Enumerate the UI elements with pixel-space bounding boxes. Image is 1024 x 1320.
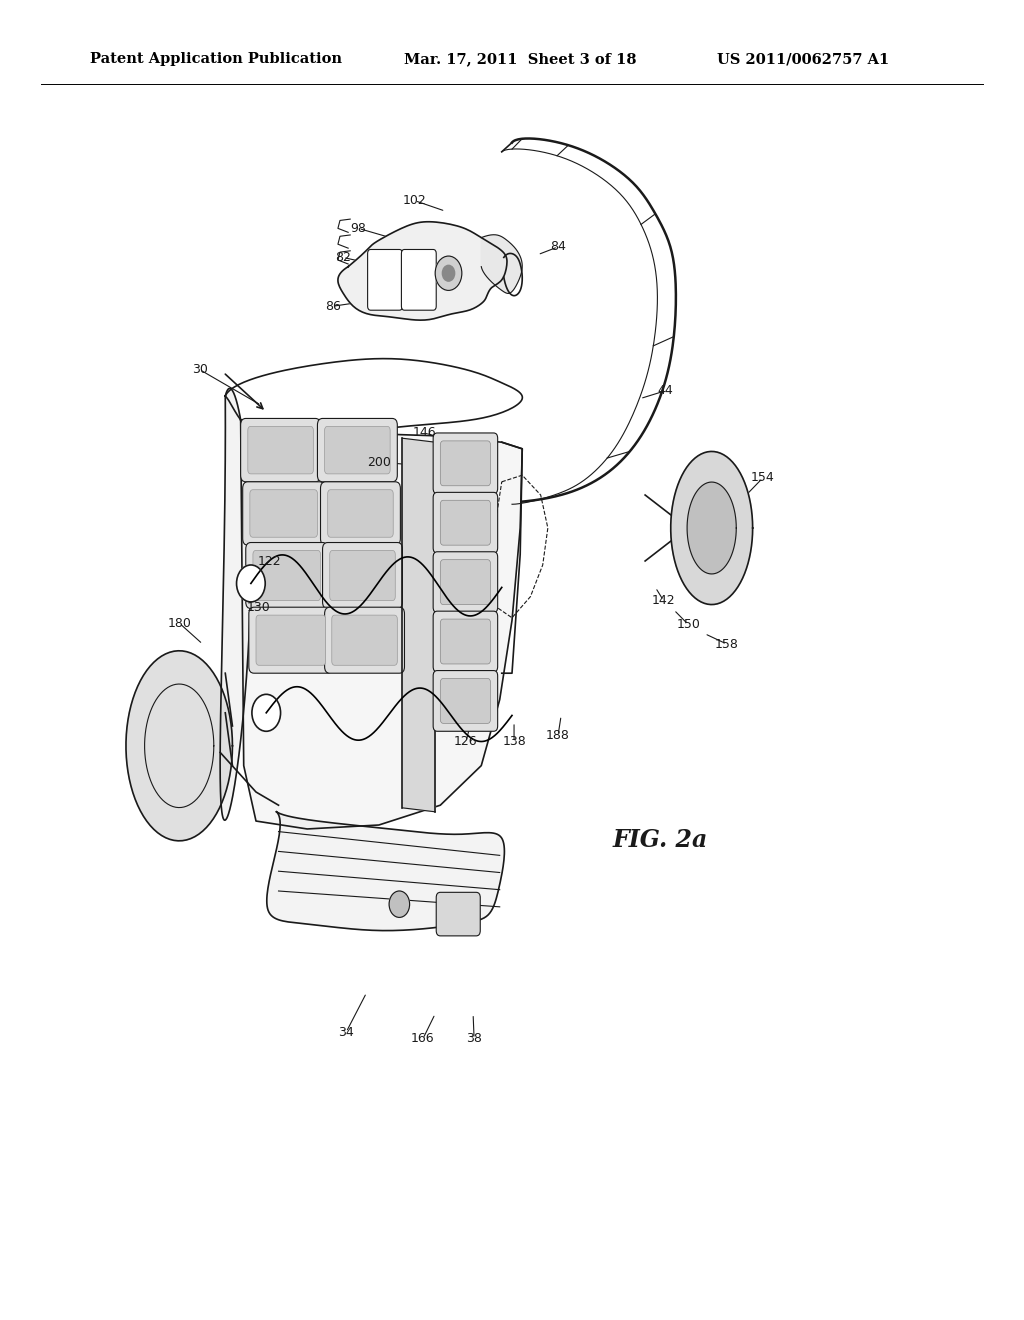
FancyBboxPatch shape [328,490,393,537]
Text: US 2011/0062757 A1: US 2011/0062757 A1 [717,53,889,66]
Text: 150: 150 [676,618,700,631]
Circle shape [237,565,265,602]
FancyBboxPatch shape [256,615,326,665]
FancyBboxPatch shape [433,433,498,494]
FancyBboxPatch shape [332,615,397,665]
Text: FIG. 2a: FIG. 2a [612,829,708,853]
Text: 86: 86 [325,300,341,313]
Text: 122: 122 [257,554,282,568]
FancyBboxPatch shape [433,611,498,672]
FancyBboxPatch shape [317,418,397,482]
Polygon shape [126,651,232,841]
FancyBboxPatch shape [250,490,317,537]
FancyBboxPatch shape [321,482,400,545]
Polygon shape [338,222,507,321]
FancyBboxPatch shape [323,543,402,609]
Text: Patent Application Publication: Patent Application Publication [90,53,342,66]
Circle shape [252,694,281,731]
Polygon shape [241,420,522,829]
FancyBboxPatch shape [325,607,404,673]
FancyBboxPatch shape [241,418,321,482]
Text: 158: 158 [715,638,739,651]
Polygon shape [267,812,505,931]
FancyBboxPatch shape [253,550,321,601]
Text: 98: 98 [350,222,367,235]
FancyBboxPatch shape [440,678,490,723]
FancyBboxPatch shape [440,441,490,486]
Circle shape [389,891,410,917]
FancyBboxPatch shape [440,500,490,545]
Text: 166: 166 [411,1032,435,1045]
Text: 126: 126 [454,735,478,748]
Polygon shape [687,482,736,574]
FancyBboxPatch shape [440,619,490,664]
FancyBboxPatch shape [330,550,395,601]
FancyBboxPatch shape [440,560,490,605]
FancyBboxPatch shape [325,426,390,474]
Text: 44: 44 [657,384,674,397]
FancyBboxPatch shape [248,426,313,474]
FancyBboxPatch shape [433,671,498,731]
FancyBboxPatch shape [246,543,328,609]
Text: 34: 34 [338,1026,354,1039]
Polygon shape [671,451,753,605]
Text: 138: 138 [502,735,526,748]
Text: 102: 102 [402,194,427,207]
FancyBboxPatch shape [249,607,333,673]
Text: 142: 142 [651,594,676,607]
Text: 200: 200 [367,455,391,469]
Text: 84: 84 [550,240,566,253]
FancyBboxPatch shape [433,492,498,553]
Circle shape [442,265,455,281]
Circle shape [435,256,462,290]
Text: 38: 38 [466,1032,482,1045]
FancyBboxPatch shape [243,482,325,545]
Text: 188: 188 [546,729,570,742]
Text: 146: 146 [413,426,437,440]
Text: Mar. 17, 2011  Sheet 3 of 18: Mar. 17, 2011 Sheet 3 of 18 [404,53,637,66]
Text: 82: 82 [335,251,351,264]
FancyBboxPatch shape [401,249,436,310]
Text: 154: 154 [751,471,775,484]
Text: 30: 30 [191,363,208,376]
FancyBboxPatch shape [436,892,480,936]
Text: 130: 130 [246,601,270,614]
FancyBboxPatch shape [368,249,402,310]
Polygon shape [481,235,522,293]
Polygon shape [220,388,251,820]
FancyBboxPatch shape [433,552,498,612]
Polygon shape [402,438,435,812]
Text: 180: 180 [167,616,191,630]
